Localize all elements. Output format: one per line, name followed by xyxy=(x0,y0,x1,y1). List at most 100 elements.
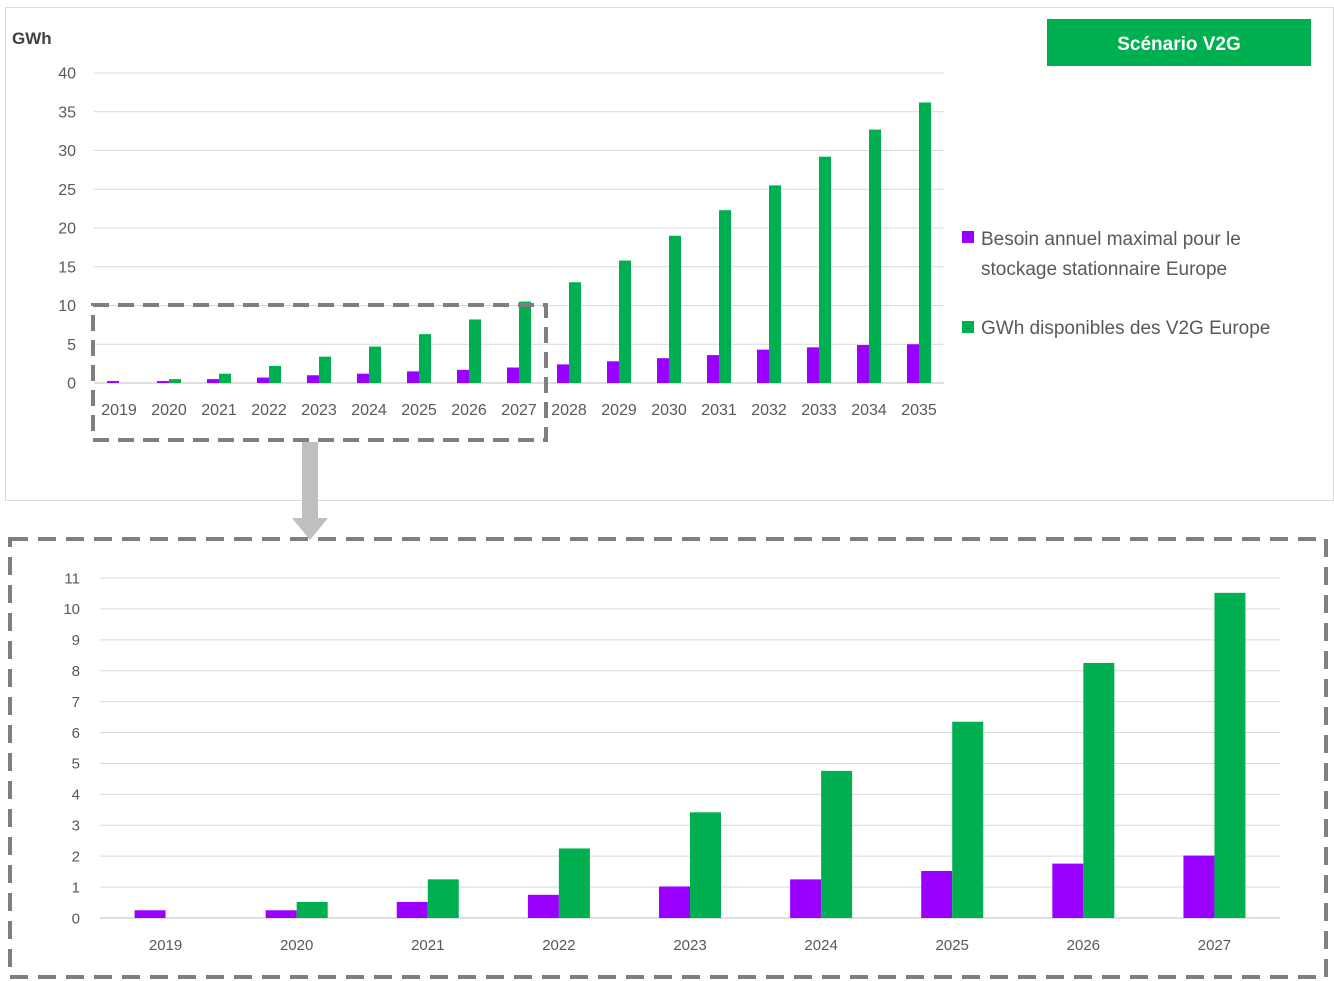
top-bar-v2g-2024 xyxy=(369,346,381,383)
bot-bar-besoin-2026 xyxy=(1052,863,1084,918)
top-x-tick-label: 2024 xyxy=(351,402,387,419)
top-x-tick-label: 2019 xyxy=(101,402,137,419)
top-chart-y-unit: GWh xyxy=(12,29,52,48)
zoom-selection-box xyxy=(91,303,548,442)
top-bar-v2g-2033 xyxy=(819,156,831,383)
scenario-badge: Scénario V2G xyxy=(1047,19,1311,66)
top-y-tick-label: 20 xyxy=(58,221,76,238)
bot-bar-v2g-2021 xyxy=(427,879,459,918)
bot-bar-besoin-2024 xyxy=(790,879,822,918)
top-bar-v2g-2022 xyxy=(269,365,281,383)
legend-label-besoin: Besoin annuel maximal pour le stockage s… xyxy=(981,229,1246,280)
bot-y-tick-label: 8 xyxy=(72,663,80,680)
top-bar-v2g-2023 xyxy=(319,356,331,383)
top-y-tick-label: 5 xyxy=(67,337,76,354)
top-bar-besoin-2025 xyxy=(407,371,419,383)
top-bar-v2g-2032 xyxy=(769,185,781,383)
top-bar-besoin-2024 xyxy=(357,373,369,383)
legend-label-v2g: GWh disponibles des V2G Europe xyxy=(981,318,1270,339)
top-chart-y-ticks: 0 5 10 15 20 25 30 35 40 xyxy=(58,66,76,393)
top-bar-v2g-2035 xyxy=(919,102,931,383)
bot-bar-besoin-2025 xyxy=(921,871,953,918)
top-bar-besoin-2029 xyxy=(607,361,619,383)
bot-x-tick-label: 2025 xyxy=(936,937,969,954)
top-bar-v2g-2030 xyxy=(669,235,681,383)
bot-y-tick-label: 5 xyxy=(72,756,80,773)
top-x-tick-label: 2030 xyxy=(651,402,687,419)
bot-y-tick-label: 4 xyxy=(72,787,80,804)
legend-swatch-v2g xyxy=(962,321,974,333)
top-y-tick-label: 25 xyxy=(58,182,76,199)
top-x-tick-label: 2027 xyxy=(501,402,537,419)
top-bar-besoin-2033 xyxy=(807,347,819,383)
top-x-tick-label: 2025 xyxy=(401,402,437,419)
bot-x-tick-label: 2022 xyxy=(542,937,575,954)
bot-bar-v2g-2025 xyxy=(952,721,984,918)
top-bar-besoin-2022 xyxy=(257,377,269,383)
top-bar-besoin-2020 xyxy=(157,381,169,383)
bot-x-tick-label: 2023 xyxy=(673,937,706,954)
top-bar-v2g-2028 xyxy=(569,282,581,383)
top-chart-bars xyxy=(107,102,931,383)
top-x-tick-label: 2023 xyxy=(301,402,337,419)
bot-bar-besoin-2020 xyxy=(265,910,297,918)
top-y-tick-label: 0 xyxy=(67,376,76,393)
top-bar-besoin-2019 xyxy=(107,381,119,383)
top-bar-besoin-2034 xyxy=(857,345,869,383)
top-bar-v2g-2031 xyxy=(719,210,731,383)
top-x-tick-label: 2029 xyxy=(601,402,637,419)
bot-bar-v2g-2020 xyxy=(296,901,328,918)
bot-x-tick-label: 2026 xyxy=(1067,937,1100,954)
top-x-tick-label: 2021 xyxy=(201,402,237,419)
top-bar-v2g-2026 xyxy=(469,319,481,383)
bot-y-tick-label: 10 xyxy=(63,601,80,618)
legend: Besoin annuel maximal pour le stockage s… xyxy=(962,229,1270,339)
zoom-chart-frame xyxy=(8,537,1328,979)
bot-y-tick-label: 0 xyxy=(72,910,80,927)
top-bar-besoin-2023 xyxy=(307,375,319,383)
bot-x-tick-label: 2019 xyxy=(149,937,182,954)
top-bar-besoin-2032 xyxy=(757,349,769,383)
scenario-badge-box xyxy=(1047,19,1311,66)
bot-bar-v2g-2026 xyxy=(1083,663,1115,918)
zoom-chart-y-ticks: 0 1 2 3 4 5 6 7 8 9 10 11 xyxy=(63,570,80,927)
top-x-tick-label: 2020 xyxy=(151,402,187,419)
legend-label-besoin-line2: stockage stationnaire Europe xyxy=(981,259,1227,280)
legend-swatch-besoin xyxy=(962,231,974,243)
bot-bar-besoin-2019 xyxy=(134,910,166,918)
zoom-chart-x-ticks: 2019 2020 2021 2022 2023 2024 2025 2026 2027 xyxy=(149,937,1231,954)
top-bar-besoin-2026 xyxy=(457,369,469,383)
top-x-tick-label: 2031 xyxy=(701,402,737,419)
scenario-badge-label: Scénario V2G xyxy=(1117,34,1241,55)
bot-y-tick-label: 9 xyxy=(72,632,80,649)
top-x-tick-label: 2028 xyxy=(551,402,587,419)
top-y-tick-label: 35 xyxy=(58,104,76,121)
bot-x-tick-label: 2027 xyxy=(1198,937,1231,954)
top-x-tick-label: 2034 xyxy=(851,402,887,419)
top-bar-besoin-2027 xyxy=(507,367,519,383)
bot-x-tick-label: 2021 xyxy=(411,937,444,954)
top-bar-besoin-2031 xyxy=(707,355,719,383)
bot-x-tick-label: 2024 xyxy=(804,937,837,954)
bot-bar-besoin-2027 xyxy=(1183,855,1215,918)
top-chart-x-ticks: 2019 2020 2021 2022 2023 2024 2025 2026 2027 2028… xyxy=(101,402,937,419)
bot-x-tick-label: 2020 xyxy=(280,937,313,954)
bot-y-tick-label: 1 xyxy=(72,879,80,896)
zoom-arrow-icon xyxy=(292,442,328,540)
bot-y-tick-label: 7 xyxy=(72,694,80,711)
bot-bar-v2g-2023 xyxy=(690,812,721,918)
bot-y-tick-label: 3 xyxy=(72,818,80,835)
top-bar-v2g-2020 xyxy=(169,379,181,383)
zoom-chart-bars xyxy=(134,592,1246,918)
bot-y-tick-label: 11 xyxy=(64,570,80,587)
top-y-tick-label: 10 xyxy=(58,298,76,315)
bot-y-tick-label: 2 xyxy=(72,848,80,865)
top-bar-v2g-2034 xyxy=(869,129,881,383)
top-x-tick-label: 2033 xyxy=(801,402,837,419)
top-bar-v2g-2025 xyxy=(419,334,431,383)
bot-bar-v2g-2027 xyxy=(1214,592,1246,918)
top-bar-v2g-2021 xyxy=(219,373,231,383)
top-x-tick-label: 2026 xyxy=(451,402,487,419)
top-bar-besoin-2030 xyxy=(657,358,669,383)
bot-y-tick-label: 6 xyxy=(72,725,80,742)
